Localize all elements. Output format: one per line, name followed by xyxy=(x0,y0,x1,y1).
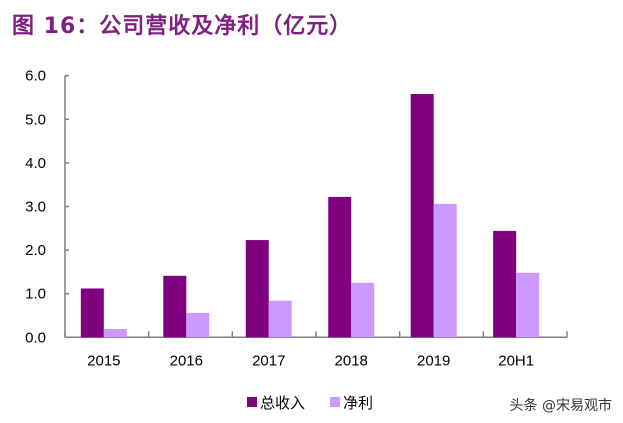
legend-label: 总收入 xyxy=(260,394,305,412)
y-tick-label: 0.0 xyxy=(25,329,46,346)
bar-total-revenue xyxy=(80,288,104,338)
bar-net-profit xyxy=(516,272,540,338)
legend-swatch xyxy=(330,397,340,407)
watermark: 头条 @宋易观市 xyxy=(510,397,612,414)
x-tick-label: 2019 xyxy=(417,352,450,369)
y-tick-label: 6.0 xyxy=(25,68,46,85)
y-tick-label: 5.0 xyxy=(25,111,46,128)
x-tick-label: 2016 xyxy=(170,352,203,369)
y-tick-label: 1.0 xyxy=(25,286,46,303)
bar-net-profit xyxy=(103,329,127,338)
bar-total-revenue xyxy=(163,275,187,338)
x-tick-label: 20H1 xyxy=(498,352,534,369)
bar-net-profit xyxy=(433,203,457,338)
y-tick-label: 2.0 xyxy=(25,242,46,259)
x-tick-label: 2017 xyxy=(252,352,285,369)
bar-total-revenue xyxy=(245,240,269,338)
y-tick-label: 3.0 xyxy=(25,199,46,216)
bar-net-profit xyxy=(351,282,375,338)
x-tick-label: 2015 xyxy=(87,352,120,369)
y-tick-label: 4.0 xyxy=(25,155,46,172)
x-tick-label: 2018 xyxy=(335,352,368,369)
legend-label: 净利 xyxy=(343,394,373,412)
bar-total-revenue xyxy=(493,230,517,338)
legend-swatch xyxy=(247,397,257,407)
chart-title: 图 16：公司营收及净利（亿元） xyxy=(12,14,353,39)
bar-net-profit xyxy=(186,312,210,338)
bar-total-revenue xyxy=(410,94,434,338)
bar-net-profit xyxy=(268,300,292,338)
bar-total-revenue xyxy=(328,196,352,338)
